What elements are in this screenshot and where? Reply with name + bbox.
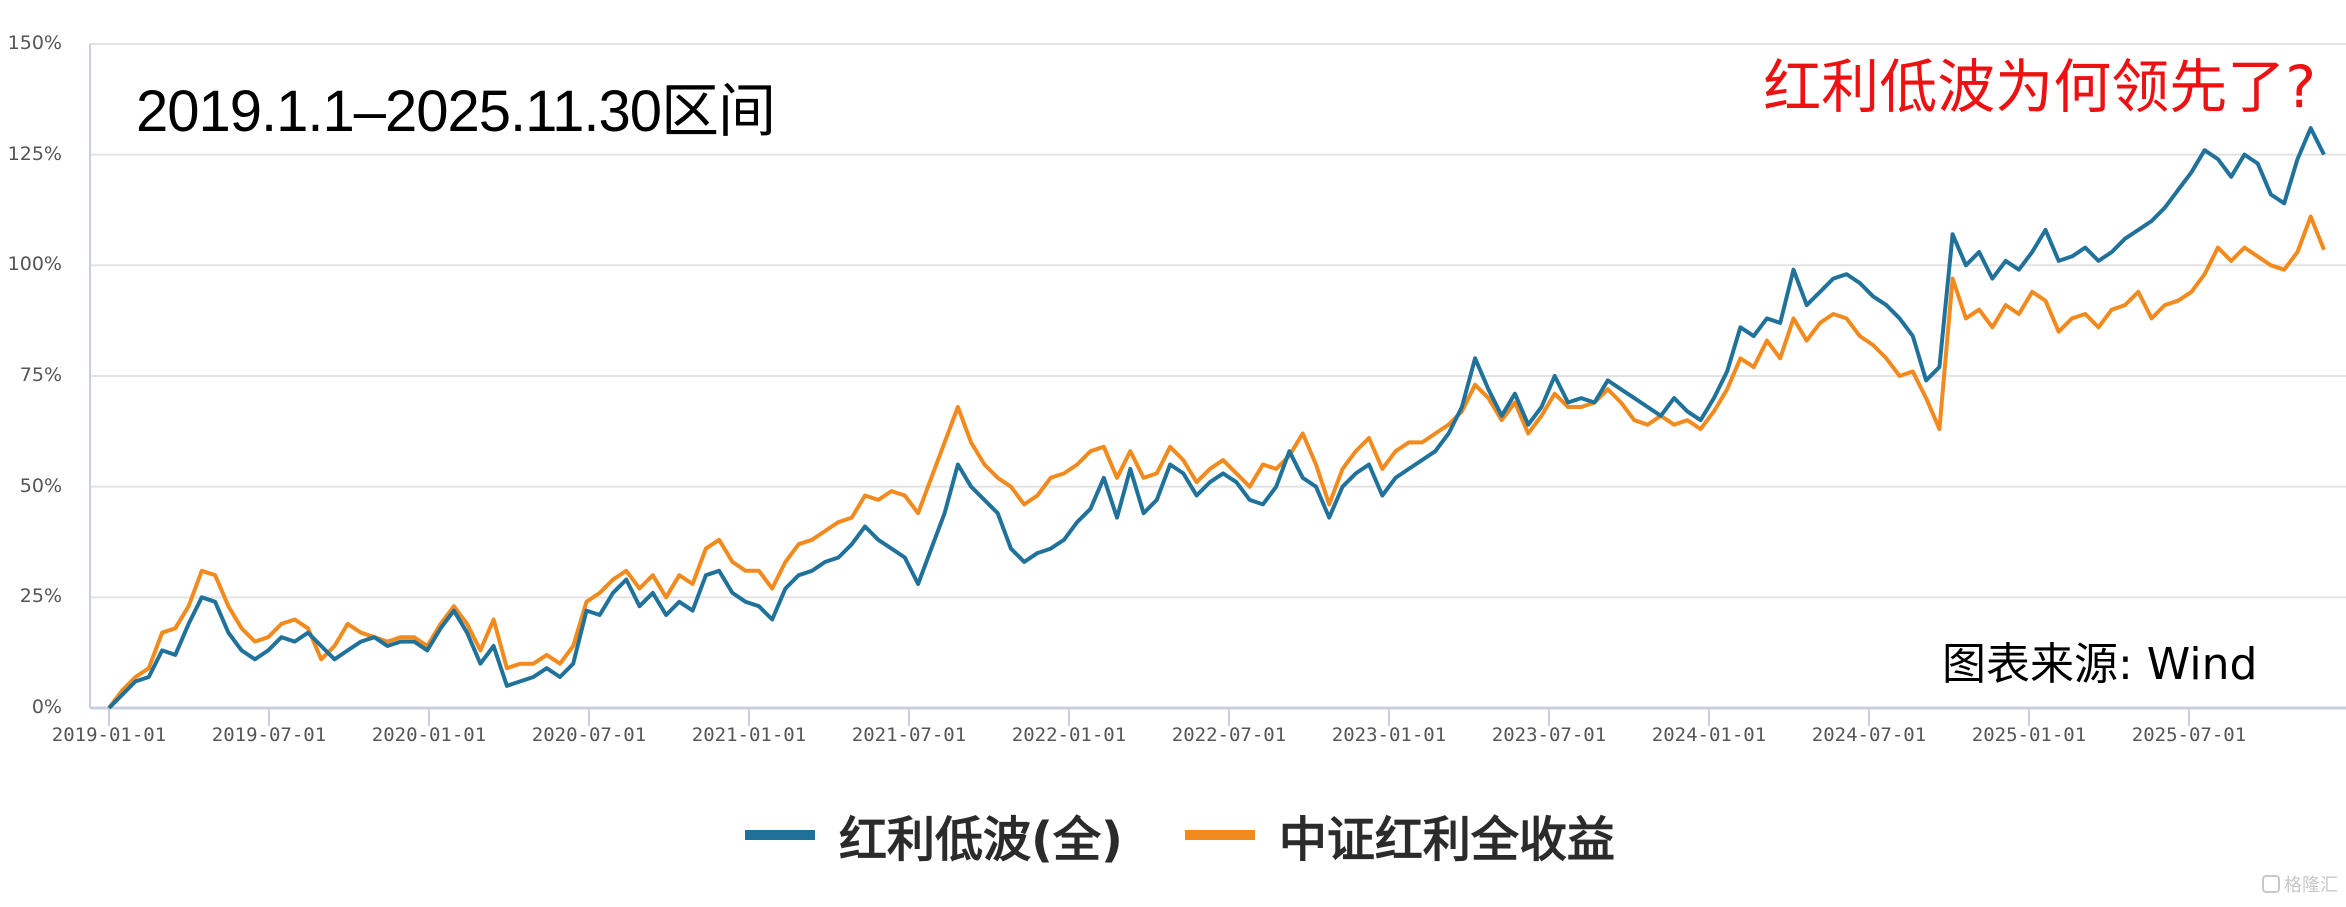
- legend-item-csi-dividend-total-return[interactable]: 中证红利全收益: [1184, 800, 1615, 870]
- series-line-csi-dividend-total-return: [107, 214, 2326, 710]
- x-tick-label: 2020-07-01: [531, 724, 647, 746]
- x-tick-label: 2021-07-01: [851, 724, 967, 746]
- y-tick-label: 75%: [19, 363, 62, 386]
- x-tick-label: 2021-01-01: [691, 724, 807, 746]
- watermark-text: 格隆汇: [2284, 875, 2338, 896]
- y-tick-label: 125%: [7, 142, 62, 165]
- x-tick-label: 2023-01-01: [1331, 724, 1447, 746]
- y-tick-label: 100%: [7, 253, 62, 276]
- question-annotation: 红利低波为何领先了?: [1763, 53, 2316, 121]
- series-lines: [107, 126, 2326, 710]
- x-tick-label: 2019-07-01: [211, 724, 327, 746]
- legend-swatch-orange: [1184, 830, 1255, 840]
- y-tick-label: 50%: [19, 474, 62, 497]
- legend-label: 红利低波(全): [839, 812, 1123, 868]
- legend-item-dividend-low-vol[interactable]: 红利低波(全): [745, 800, 1123, 870]
- legend: 红利低波(全) 中证红利全收益: [745, 800, 1677, 870]
- x-tick-label: 2023-07-01: [1491, 724, 1607, 746]
- gelonghui-logo-icon: [2262, 875, 2280, 893]
- y-tick-label: 150%: [7, 31, 62, 54]
- legend-swatch-blue: [745, 830, 815, 840]
- x-tick-label: 2025-07-01: [2131, 724, 2247, 746]
- x-tick-label: 2024-01-01: [1651, 724, 1767, 746]
- x-tick-label: 2025-01-01: [1971, 724, 2087, 746]
- y-tick-label: 0%: [31, 696, 62, 718]
- series-line-dividend-low-vol: [107, 126, 2326, 710]
- x-tick-label: 2022-01-01: [1011, 724, 1127, 746]
- legend-label: 中证红利全收益: [1278, 812, 1615, 868]
- x-tick-label: 2019-01-01: [51, 724, 167, 746]
- x-tick-marks: [108, 708, 2190, 726]
- gridlines: [90, 42, 2346, 599]
- x-tick-label: 2020-01-01: [371, 724, 487, 746]
- period-title: 2019.1.1–2025.11.30区间: [136, 79, 776, 144]
- y-tick-label: 25%: [19, 585, 62, 608]
- x-tick-label: 2022-07-01: [1171, 724, 1287, 746]
- watermark: 格隆汇: [2262, 871, 2338, 897]
- source-label: 图表来源: Wind: [1942, 639, 2258, 690]
- x-tick-label: 2024-07-01: [1811, 724, 1927, 746]
